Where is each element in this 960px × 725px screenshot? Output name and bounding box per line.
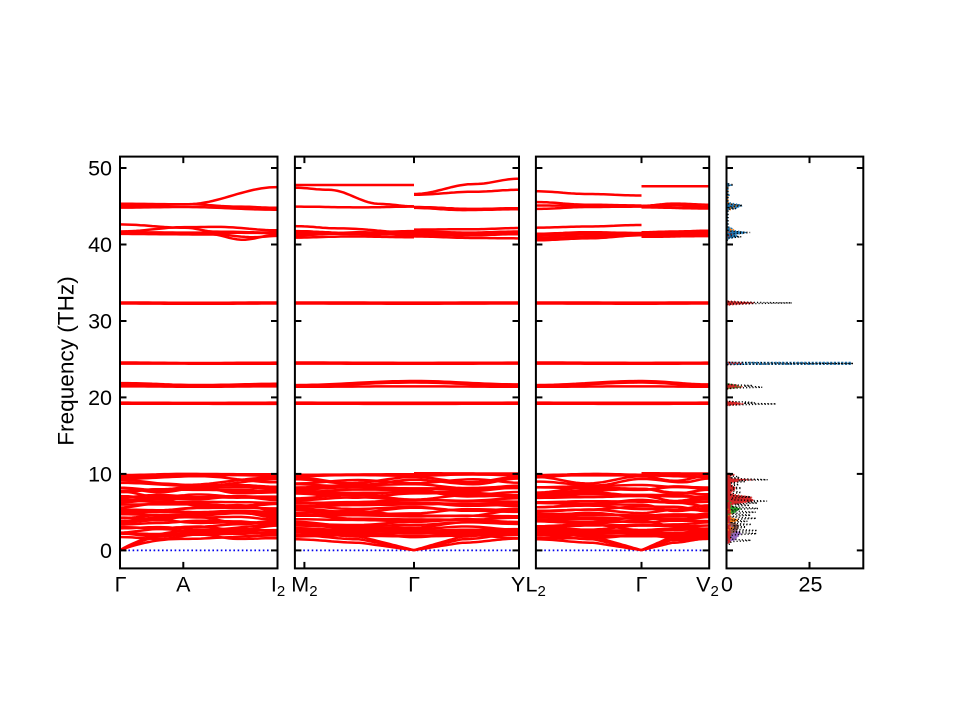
svg-text:30: 30 [88,310,112,334]
svg-text:Γ: Γ [636,572,648,596]
svg-text:0: 0 [721,572,733,596]
svg-text:A: A [176,572,191,596]
svg-text:0: 0 [100,539,112,563]
svg-text:20: 20 [88,386,112,410]
svg-text:40: 40 [88,233,112,257]
svg-text:Frequency (THz): Frequency (THz) [54,276,79,446]
svg-text:25: 25 [799,572,823,596]
svg-text:50: 50 [88,157,112,181]
svg-text:10: 10 [88,463,112,487]
svg-text:Γ: Γ [408,572,420,596]
svg-text:Y: Y [511,572,525,596]
svg-text:Γ: Γ [115,572,127,596]
